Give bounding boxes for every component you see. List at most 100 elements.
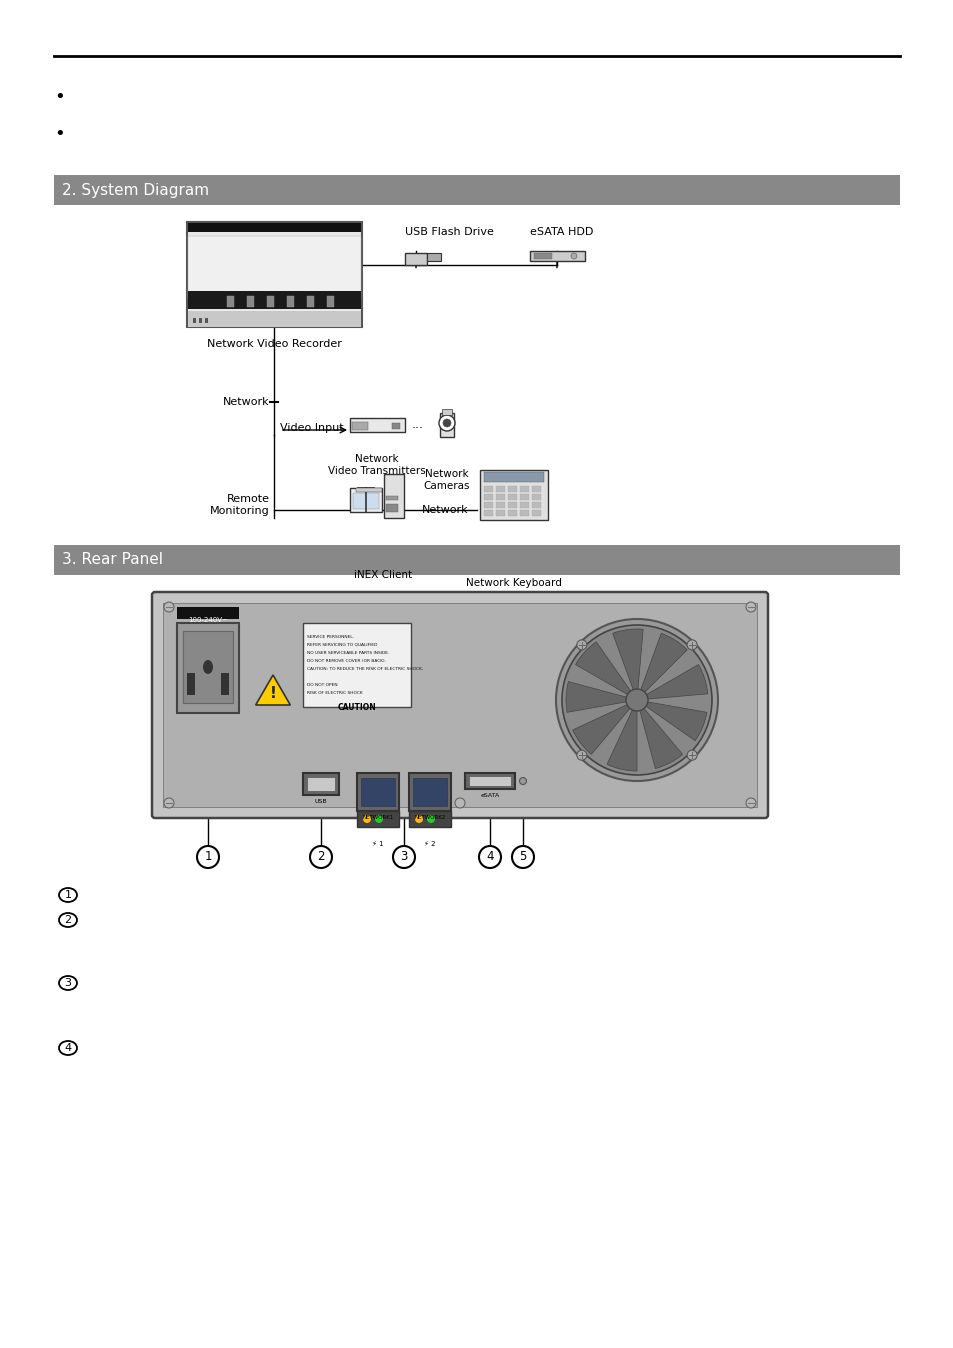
Bar (221, 673, 229, 696)
Text: ⚡ 1: ⚡ 1 (372, 841, 383, 847)
Bar (439, 412, 454, 437)
Wedge shape (637, 665, 707, 700)
Bar (519, 501, 529, 508)
Wedge shape (572, 700, 637, 755)
Bar (54, 175, 899, 205)
Text: USB: USB (314, 799, 327, 803)
Circle shape (745, 603, 755, 612)
Circle shape (686, 749, 697, 760)
Bar (307, 776, 335, 791)
Bar (360, 778, 395, 806)
Bar (507, 493, 517, 500)
Bar (188, 222, 360, 232)
Bar (469, 776, 511, 786)
Bar (183, 631, 233, 704)
Circle shape (512, 847, 534, 868)
Text: RISK OF ELECTRIC SHOCK: RISK OF ELECTRIC SHOCK (307, 692, 362, 696)
Circle shape (625, 689, 647, 710)
Ellipse shape (203, 661, 213, 674)
Bar (532, 510, 540, 516)
Bar (392, 423, 399, 429)
Text: 4: 4 (65, 1043, 71, 1053)
Wedge shape (637, 634, 686, 700)
Circle shape (455, 798, 464, 807)
Bar (188, 236, 360, 299)
Bar (483, 472, 543, 483)
Wedge shape (606, 700, 637, 771)
Ellipse shape (59, 913, 77, 927)
Circle shape (196, 847, 219, 868)
Wedge shape (565, 682, 637, 712)
Circle shape (745, 798, 755, 807)
Bar (464, 772, 515, 789)
Bar (356, 772, 398, 811)
Wedge shape (637, 700, 682, 768)
Bar (409, 811, 451, 828)
Bar (532, 493, 540, 500)
Bar (483, 510, 493, 516)
Text: Remote
Monitoring: Remote Monitoring (210, 495, 270, 516)
Bar (479, 470, 547, 520)
Text: eSATA: eSATA (480, 793, 499, 798)
Bar (350, 488, 381, 512)
Bar (199, 318, 202, 324)
Bar (353, 493, 378, 510)
Bar (187, 222, 361, 328)
Text: 5: 5 (518, 851, 526, 864)
Bar (188, 311, 360, 328)
Circle shape (375, 816, 382, 824)
Circle shape (577, 749, 586, 760)
Bar (193, 318, 195, 324)
Bar (532, 487, 540, 492)
Circle shape (571, 253, 577, 259)
Wedge shape (637, 700, 706, 740)
Text: REFER SERVICING TO QUALIFIED: REFER SERVICING TO QUALIFIED (307, 643, 377, 647)
Ellipse shape (59, 976, 77, 989)
Bar (530, 251, 584, 262)
Bar (54, 545, 899, 576)
Bar (307, 297, 314, 307)
Bar (350, 418, 405, 431)
Circle shape (393, 847, 415, 868)
Text: 2: 2 (65, 915, 71, 925)
Bar (287, 297, 294, 307)
Text: CAUTION: CAUTION (337, 704, 376, 712)
Bar (303, 772, 338, 795)
Text: 100-240V~: 100-240V~ (188, 617, 228, 623)
Bar (519, 487, 529, 492)
Text: !: ! (270, 686, 276, 701)
Bar (427, 253, 440, 262)
Wedge shape (612, 630, 642, 700)
Bar (483, 487, 493, 492)
Text: DO NOT OPEN: DO NOT OPEN (307, 683, 337, 687)
Bar (413, 778, 447, 806)
Text: Network
Video Transmitters: Network Video Transmitters (328, 454, 425, 476)
Circle shape (438, 415, 455, 431)
Bar (187, 673, 194, 696)
Bar (163, 603, 757, 807)
Bar (227, 297, 233, 307)
Text: Video Input: Video Input (280, 423, 343, 433)
Text: SERVICE PERSONNEL.: SERVICE PERSONNEL. (307, 635, 354, 639)
Circle shape (427, 816, 435, 824)
Bar (356, 811, 398, 828)
Bar (384, 474, 403, 518)
Bar (409, 772, 451, 811)
Circle shape (164, 798, 173, 807)
Bar (441, 408, 452, 415)
Text: 3: 3 (400, 851, 407, 864)
Bar (534, 253, 552, 259)
Bar (405, 253, 427, 266)
Circle shape (561, 625, 711, 775)
Bar (519, 493, 529, 500)
Bar (188, 291, 360, 309)
Bar (303, 623, 411, 706)
Bar (177, 607, 239, 619)
Bar (205, 318, 208, 324)
Text: DO NOT REMOVE COVER (OR BACK).: DO NOT REMOVE COVER (OR BACK). (307, 659, 386, 663)
Bar (519, 510, 529, 516)
Bar (267, 297, 274, 307)
Bar (247, 297, 253, 307)
Text: 2: 2 (317, 851, 324, 864)
Text: CAUTION: TO REDUCE THE RISK OF ELECTRIC SHOCK,: CAUTION: TO REDUCE THE RISK OF ELECTRIC … (307, 667, 423, 671)
